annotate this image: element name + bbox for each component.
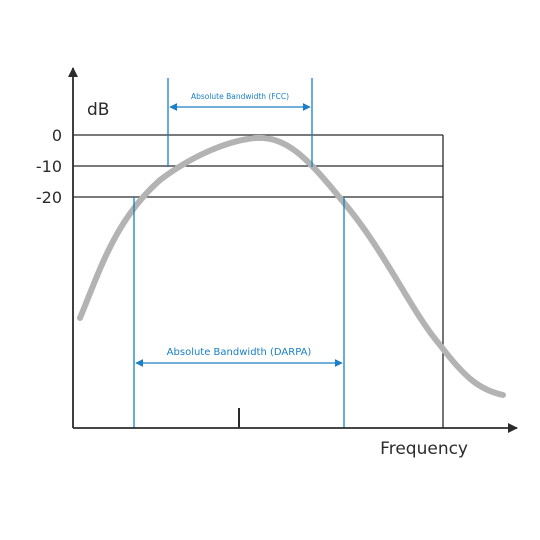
y-tick-label: -10 — [36, 157, 62, 176]
x-axis-label: Frequency — [380, 439, 468, 459]
y-axis-label: dB — [87, 100, 109, 120]
y-tick-label: 0 — [52, 126, 62, 145]
spectrum-curve — [77, 134, 506, 398]
fcc-bandwidth-label: Absolute Bandwidth (FCC) — [191, 92, 289, 101]
darpa-bandwidth-label: Absolute Bandwidth (DARPA) — [167, 347, 312, 358]
y-tick-label: -20 — [36, 188, 62, 207]
